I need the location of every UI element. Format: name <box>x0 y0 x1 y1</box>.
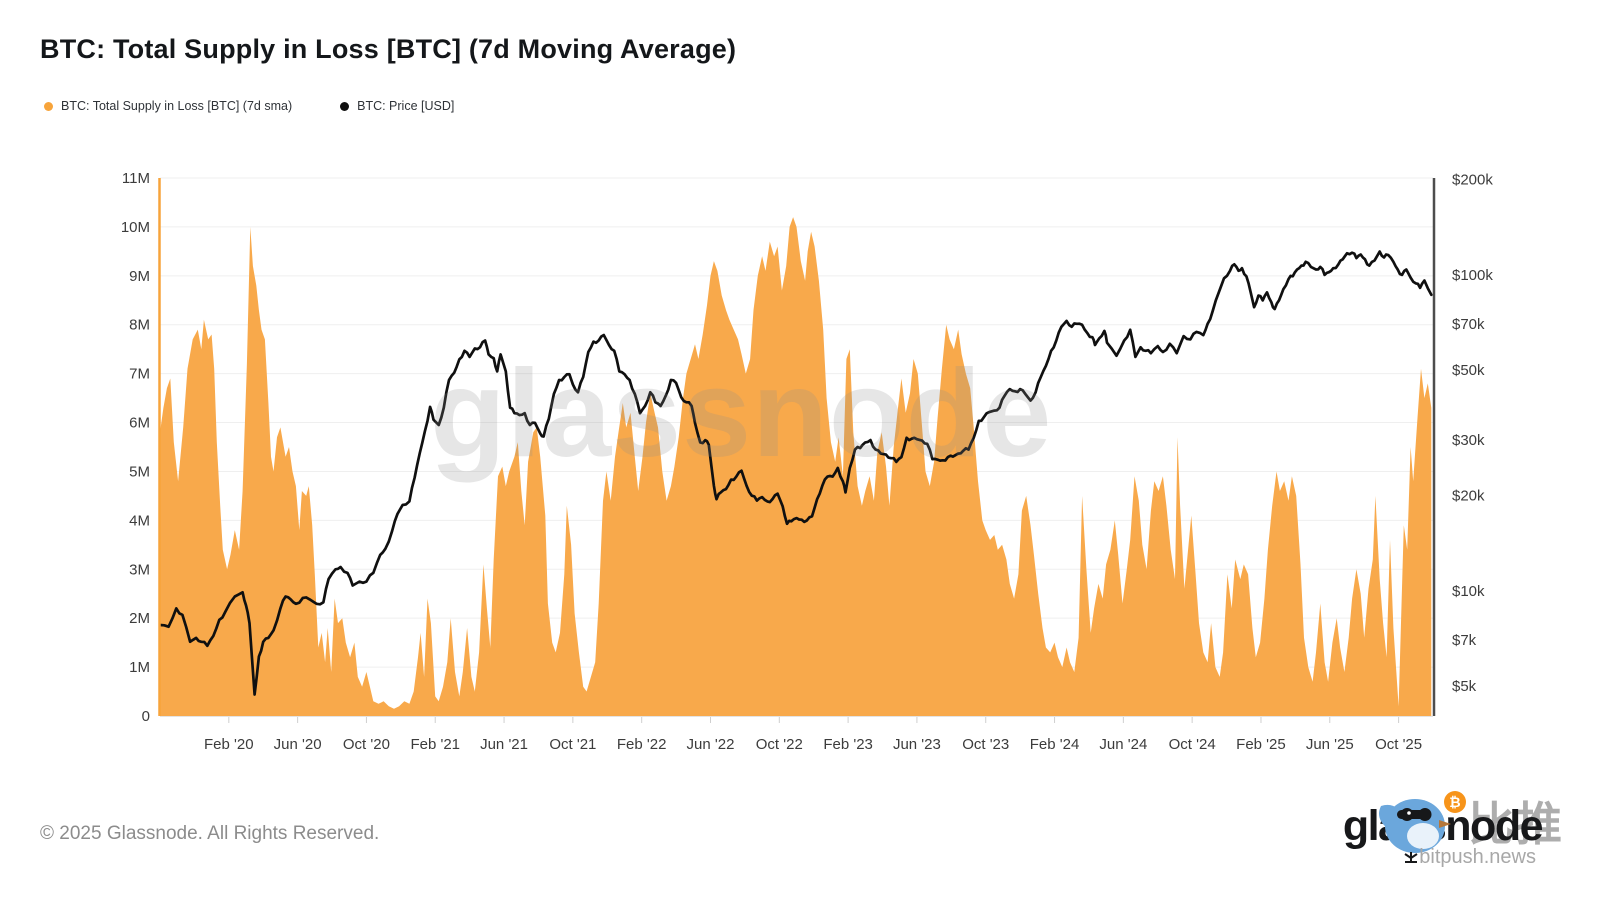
x-axis-label: Jun '24 <box>1099 736 1147 753</box>
y-axis-right-label: $100k <box>1452 267 1493 284</box>
svg-text:₿: ₿ <box>1449 794 1460 810</box>
x-axis-label: Jun '25 <box>1306 736 1354 753</box>
x-axis-label: Feb '25 <box>1236 736 1286 753</box>
y-axis-right-label: $5k <box>1452 678 1477 695</box>
y-axis-left-label: 11M <box>122 170 150 187</box>
price-series-dot-icon <box>340 101 350 111</box>
y-axis-left-label: 3M <box>129 561 150 578</box>
x-axis-label: Feb '23 <box>823 736 873 753</box>
y-axis-left-label: 1M <box>129 659 150 676</box>
price-line-series <box>158 250 1433 696</box>
y-axis-right-label: $50k <box>1452 362 1485 379</box>
x-axis-label: Feb '22 <box>617 736 667 753</box>
y-axis-left-label: 8M <box>129 317 150 334</box>
y-axis-right-label: $200k <box>1452 172 1493 189</box>
x-axis-label: Oct '24 <box>1169 736 1216 753</box>
y-axis-left-label: 5M <box>129 463 150 480</box>
x-axis-label: Oct '22 <box>756 736 803 753</box>
y-axis-left-label: 6M <box>129 415 150 432</box>
y-axis-right-label: $10k <box>1452 583 1485 600</box>
supply-series-dot-icon <box>44 101 53 111</box>
page-title: BTC: Total Supply in Loss [BTC] (7d Movi… <box>40 34 737 64</box>
y-axis-left-label: 0 <box>142 708 150 725</box>
x-axis-label: Jun '22 <box>687 736 735 753</box>
copyright-text: © 2025 Glassnode. All Rights Reserved. <box>40 823 380 844</box>
legend-item-supply[interactable]: BTC: Total Supply in Loss [BTC] (7d sma) <box>44 99 292 113</box>
y-axis-left-label: 7M <box>129 366 150 383</box>
legend-label-price: BTC: Price [USD] <box>357 99 455 113</box>
x-axis-label: Feb '21 <box>410 736 460 753</box>
bitpush-bird-icon: ₿ <box>1379 791 1466 863</box>
y-axis-left-label: 9M <box>129 268 150 285</box>
x-axis-label: Oct '25 <box>1375 736 1422 753</box>
y-axis-left-label: 4M <box>129 512 150 529</box>
y-axis-right-label: $20k <box>1452 488 1485 505</box>
legend-label-supply: BTC: Total Supply in Loss [BTC] (7d sma) <box>61 99 293 113</box>
x-axis-label: Jun '20 <box>274 736 322 753</box>
x-axis-label: Oct '20 <box>343 736 390 753</box>
x-axis-label: Feb '20 <box>204 736 254 753</box>
y-axis-right-label: $7k <box>1452 632 1477 649</box>
bitpush-site-label: bitpush.news <box>1419 846 1536 868</box>
bitpush-cn-watermark: 比推 <box>1468 798 1564 850</box>
supply-area-series <box>160 217 1432 716</box>
legend: BTC: Total Supply in Loss [BTC] (7d sma)… <box>44 99 502 113</box>
x-axis-label: Jun '21 <box>480 736 528 753</box>
x-axis-label: Oct '21 <box>549 736 596 753</box>
y-axis-right-label: $70k <box>1452 316 1485 333</box>
x-axis-label: Oct '23 <box>962 736 1009 753</box>
x-axis-label: Feb '24 <box>1030 736 1080 753</box>
y-axis-right-label: $30k <box>1452 432 1485 449</box>
x-axis-label: Jun '23 <box>893 736 941 753</box>
legend-item-price[interactable]: BTC: Price [USD] <box>340 99 454 113</box>
glassnode-logo: 比推 glassnode ₿ bitpush.news <box>1242 788 1572 880</box>
y-axis-left-label: 2M <box>129 610 150 627</box>
y-axis-left-label: 10M <box>121 219 150 236</box>
